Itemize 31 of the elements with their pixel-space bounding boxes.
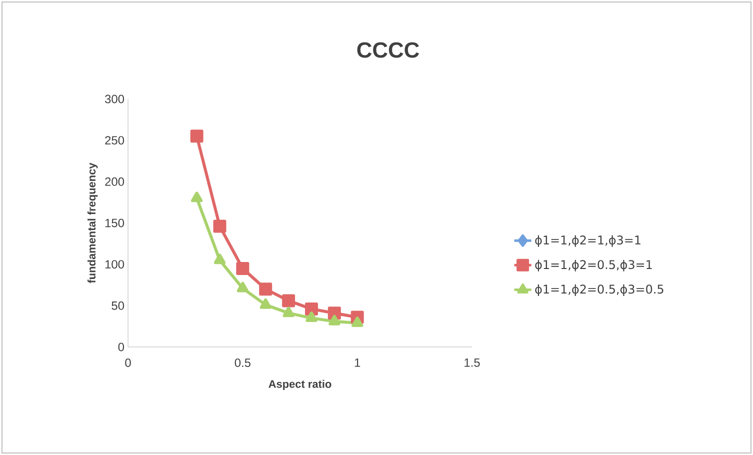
- point: [236, 262, 250, 275]
- y-tick-label: 200: [105, 177, 124, 186]
- y-tick-label: 250: [105, 136, 124, 145]
- point: [214, 254, 226, 264]
- point: [190, 130, 204, 143]
- point: [282, 294, 296, 308]
- x-axis-title: Aspect ratio: [268, 380, 332, 390]
- point: [304, 302, 318, 316]
- x-tick-label: 1: [354, 358, 360, 367]
- y-axis-title: fundamental frequency: [87, 162, 98, 284]
- point: [282, 306, 294, 318]
- legend-label: ϕ1=1,ϕ2=0.5,ϕ3=0.5: [535, 284, 664, 296]
- x-tick-label: 1.5: [464, 358, 480, 367]
- x-tick-label: 0.5: [234, 358, 250, 367]
- point: [306, 312, 318, 322]
- legend-label: ϕ1=1,ϕ2=1,ϕ3=1: [535, 235, 640, 247]
- point: [213, 220, 226, 233]
- point: [236, 282, 249, 292]
- y-tick-label: 50: [112, 301, 124, 310]
- y-tick-label: 100: [105, 260, 124, 269]
- y-tick-label: 0: [118, 342, 124, 352]
- y-tick-label: 300: [104, 94, 124, 104]
- chart-title: CCCC: [357, 42, 420, 58]
- legend-label: ϕ1=1,ϕ2=0.5,ϕ3=1: [535, 260, 652, 272]
- point: [260, 298, 272, 309]
- point: [328, 314, 340, 326]
- point: [259, 282, 272, 296]
- point: [190, 192, 203, 202]
- y-tick-label: 150: [105, 218, 124, 228]
- point: [352, 316, 364, 328]
- x-tick-label: 0: [125, 358, 131, 367]
